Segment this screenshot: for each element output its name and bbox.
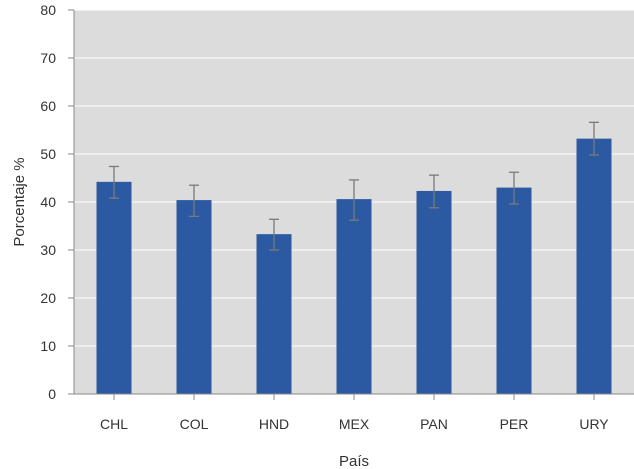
error-bar-chl [109,165,119,199]
x-tick-label-chl: CHL [100,416,128,432]
error-bar-col [189,184,199,218]
bar-chl [96,181,132,394]
error-bar-ury [589,121,599,156]
bar-pan [416,190,452,394]
x-tick-label-hnd: HND [259,416,289,432]
bar-mex [336,199,372,394]
x-axis-title: País [339,453,369,469]
y-tick-label: 50 [40,146,56,162]
y-tick-label: 20 [40,290,56,306]
x-tick-label-per: PER [500,416,529,432]
error-bar-hnd [269,218,279,251]
y-axis-title: Porcentaje % [11,157,28,246]
y-tick-label: 40 [40,194,56,210]
x-tick-label-pan: PAN [420,416,448,432]
bar-ury [576,138,612,394]
y-tick-label: 70 [40,50,56,66]
x-tick-label-mex: MEX [339,416,370,432]
y-tick-label: 10 [40,338,56,354]
bar-hnd [256,234,292,394]
y-tick-label: 30 [40,242,56,258]
y-axis: 0 10 20 30 40 50 60 70 80 [40,2,75,402]
error-bars [109,121,599,251]
bar-per [496,187,532,394]
x-tick-label-col: COL [180,416,209,432]
x-tick-label-ury: URY [579,416,609,432]
bar-col [176,200,212,394]
y-tick-label: 80 [40,2,56,18]
x-axis: CHL COL HND MEX PAN PER URY [74,393,634,432]
y-tick-label: 60 [40,98,56,114]
error-bar-per [509,171,519,205]
error-bar-mex [349,179,359,221]
y-tick-label: 0 [48,386,56,402]
error-bar-pan [429,174,439,209]
bars [96,138,612,394]
